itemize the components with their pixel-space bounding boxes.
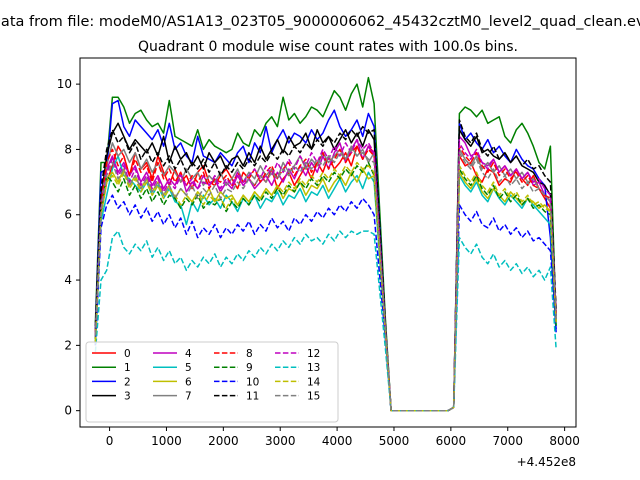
y-tick-label: 4 (64, 273, 72, 287)
legend-label-12: 12 (307, 348, 320, 360)
legend-label-1: 1 (124, 362, 131, 374)
legend-label-11: 11 (246, 391, 259, 403)
series-line-4 (94, 135, 557, 412)
legend-label-13: 13 (307, 362, 320, 374)
series-line-10 (94, 194, 557, 412)
x-tick-label: 6000 (436, 434, 467, 448)
x-axis: 0 1000 2000 3000 4000 5000 6000 7000 8000 (106, 427, 580, 448)
legend-label-2: 2 (124, 376, 131, 388)
legend-label-4: 4 (185, 348, 192, 360)
x-tick-label: 3000 (265, 434, 296, 448)
series-line-13 (94, 230, 557, 412)
legend-label-3: 3 (124, 391, 131, 403)
legend-label-15: 15 (307, 391, 320, 403)
chart-suptitle: Data from file: modeM0/AS1A13_023T05_900… (0, 14, 640, 30)
axes-frame (79, 57, 577, 428)
x-tick-label: 7000 (492, 434, 523, 448)
x-tick-label: 5000 (379, 434, 410, 448)
series-line-11 (94, 119, 557, 412)
legend-box (85, 341, 339, 423)
x-tick-label: 8000 (549, 434, 580, 448)
legend-label-8: 8 (246, 348, 253, 360)
series-line-5 (94, 155, 557, 412)
y-tick-label: 2 (64, 338, 72, 352)
series-layer (94, 76, 557, 412)
series-line-1 (94, 76, 557, 412)
y-tick-label: 0 (64, 404, 72, 418)
series-line-14 (94, 161, 557, 412)
chart-title: Quadrant 0 module wise count rates with … (138, 39, 518, 55)
y-tick-label: 6 (64, 208, 72, 222)
x-tick-label: 1000 (151, 434, 182, 448)
plot-area: 0 1000 2000 3000 4000 5000 6000 7000 8000 0 2 4 6 8 1… (57, 57, 580, 469)
legend-label-14: 14 (307, 376, 321, 388)
x-tick-label: 2000 (208, 434, 239, 448)
series-line-9 (94, 161, 557, 412)
y-tick-label: 10 (57, 77, 72, 91)
x-axis-offset-label: +4.452e8 (517, 455, 576, 469)
series-line-12 (94, 138, 557, 412)
legend-label-0: 0 (124, 348, 131, 360)
legend-label-10: 10 (246, 376, 259, 388)
x-tick-label: 4000 (322, 434, 353, 448)
y-axis: 0 2 4 6 8 10 (57, 77, 80, 418)
legend-label-9: 9 (246, 362, 253, 374)
x-tick-label: 0 (106, 434, 114, 448)
series-line-8 (94, 145, 557, 412)
series-line-15 (94, 148, 557, 412)
legend-label-5: 5 (185, 362, 192, 374)
y-tick-label: 8 (64, 142, 72, 156)
legend-label-6: 6 (185, 376, 192, 388)
legend-label-7: 7 (185, 391, 192, 403)
series-line-3 (94, 122, 557, 412)
